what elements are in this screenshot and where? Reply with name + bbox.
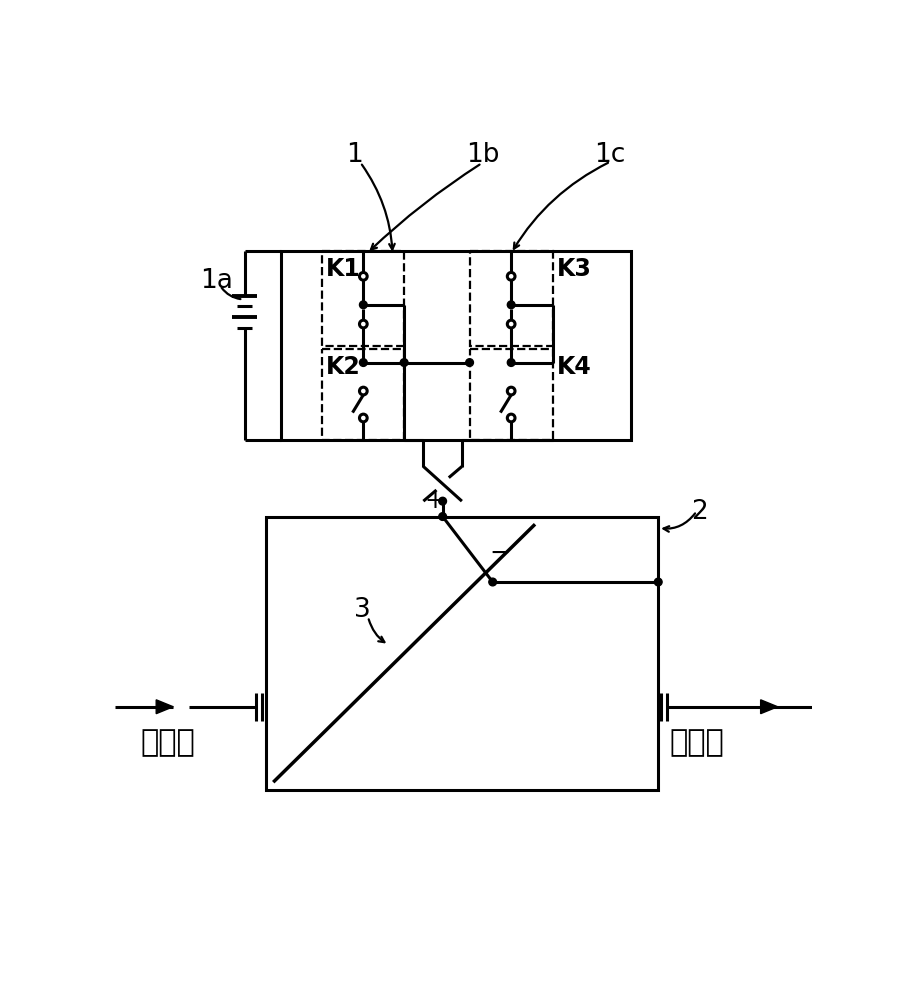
Text: 1: 1: [347, 142, 363, 168]
FancyArrow shape: [747, 700, 777, 714]
Circle shape: [400, 359, 408, 366]
Circle shape: [439, 497, 446, 505]
FancyArrow shape: [150, 700, 173, 714]
Text: K3: K3: [557, 257, 592, 281]
Bar: [322, 251, 405, 346]
Circle shape: [439, 513, 446, 520]
Circle shape: [359, 272, 367, 280]
Text: 1a: 1a: [200, 268, 233, 294]
Circle shape: [508, 301, 515, 309]
Bar: [281, 251, 632, 440]
Circle shape: [654, 578, 662, 586]
Text: 3: 3: [354, 597, 371, 623]
Circle shape: [489, 578, 497, 586]
Text: −: −: [490, 541, 510, 565]
Text: K4: K4: [557, 355, 591, 379]
Text: 过滤前: 过滤前: [140, 728, 195, 757]
Bar: [470, 349, 553, 440]
Circle shape: [359, 414, 367, 422]
Circle shape: [508, 414, 515, 422]
Text: 1b: 1b: [466, 142, 500, 168]
Text: 2: 2: [691, 499, 708, 525]
Text: +: +: [424, 489, 445, 513]
Text: 1c: 1c: [595, 142, 625, 168]
Circle shape: [359, 320, 367, 328]
Circle shape: [359, 387, 367, 395]
Circle shape: [508, 359, 515, 366]
Circle shape: [508, 272, 515, 280]
Bar: [322, 349, 405, 440]
Circle shape: [508, 320, 515, 328]
Circle shape: [466, 359, 473, 366]
Text: 过滤后: 过滤后: [670, 728, 725, 757]
Circle shape: [508, 387, 515, 395]
Circle shape: [359, 359, 367, 366]
Text: K2: K2: [326, 355, 360, 379]
Text: K1: K1: [326, 257, 360, 281]
Bar: [265, 517, 658, 790]
Circle shape: [359, 301, 367, 309]
Bar: [470, 251, 553, 346]
